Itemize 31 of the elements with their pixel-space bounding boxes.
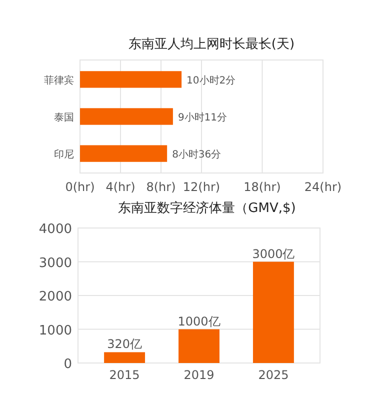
y-tick-label: 2000 (38, 290, 72, 304)
y-tick-label: 4000 (38, 222, 72, 237)
x-tick-label: 2025 (258, 368, 289, 382)
bar (80, 145, 168, 162)
y-tick-label: 菲律宾 (44, 74, 74, 86)
x-tick-label: 18(hr) (244, 180, 281, 194)
x-tick-label: 24(hr) (304, 180, 342, 194)
x-tick-label: 0(hr) (65, 180, 95, 194)
annotation: 10小时2分 (186, 74, 236, 86)
data-label: 320亿 (107, 337, 142, 352)
annotation: 9小时11分 (178, 112, 228, 124)
x-tick-label: 4(hr) (106, 180, 136, 194)
y-tick-label: 泰国 (54, 112, 74, 124)
bar (80, 108, 173, 125)
x-tick-label: 2019 (184, 368, 214, 382)
x-tick-label: 2015 (109, 368, 140, 382)
x-tick-label: 8(hr) (146, 180, 176, 194)
bar (80, 71, 182, 88)
data-label: 3000亿 (252, 246, 295, 261)
y-tick-label: 0 (64, 357, 72, 372)
bar (252, 262, 294, 363)
data-label: 1000亿 (178, 314, 220, 328)
y-tick-label: 1000 (38, 323, 72, 338)
x-tick-label: 12(hr) (182, 180, 220, 194)
bar (178, 329, 220, 363)
annotation: 8小时36分 (172, 148, 222, 161)
bar (104, 352, 146, 363)
chart-title: 东南亚人均上网时长最长(天) (128, 37, 295, 52)
chart-title: 东南亚数字经济体量（GMV,$) (118, 200, 296, 216)
y-tick-label: 3000 (38, 256, 72, 271)
y-tick-label: 印尼 (54, 148, 74, 161)
